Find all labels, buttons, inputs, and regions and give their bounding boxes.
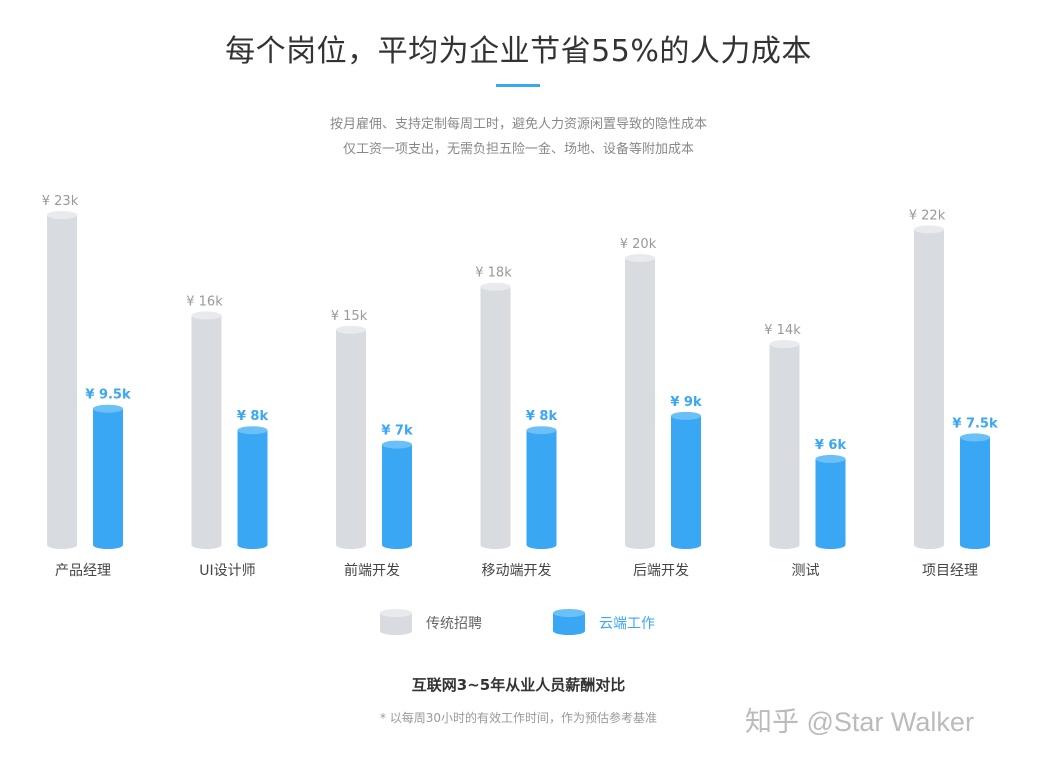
data-label-traditional-6: ¥ 22k bbox=[909, 208, 946, 223]
category-label-0: 产品经理 bbox=[55, 563, 111, 579]
bar-traditional-4 bbox=[625, 254, 655, 549]
legend-label-cloud: 云端工作 bbox=[599, 616, 655, 632]
bar-traditional-3 bbox=[480, 282, 511, 549]
chart-footnote: * 以每周30小时的有效工作时间，作为预估参考基准 bbox=[379, 711, 658, 725]
subtitle-line-1: 按月雇佣、支持定制每周工时，避免人力资源闲置导致的隐性成本 bbox=[329, 117, 707, 132]
category-label-6: 项目经理 bbox=[922, 563, 978, 579]
data-label-traditional-1: ¥ 16k bbox=[186, 294, 223, 309]
bar-cloud-3 bbox=[526, 426, 557, 549]
bar-cloud-0 bbox=[93, 404, 123, 549]
data-label-traditional-5: ¥ 14k bbox=[764, 323, 801, 338]
bar-traditional-0 bbox=[47, 211, 77, 549]
bar-cloud-5 bbox=[815, 454, 846, 549]
watermark: 知乎 @Star Walker bbox=[745, 707, 974, 737]
salary-bar-chart: ¥ 23k ¥ 9.5k 产品经理 ¥ 16k ¥ 8k UI设计师 ¥ 15k ¥ 7k 前端… bbox=[42, 194, 998, 579]
data-label-cloud-4: ¥ 9k bbox=[670, 395, 702, 410]
bar-traditional-5 bbox=[769, 340, 800, 549]
category-label-5: 测试 bbox=[792, 563, 820, 579]
data-label-cloud-1: ¥ 8k bbox=[237, 409, 269, 424]
bar-traditional-2 bbox=[336, 325, 366, 549]
data-label-traditional-0: ¥ 23k bbox=[42, 194, 79, 209]
bar-traditional-6 bbox=[914, 225, 944, 549]
page-title: 每个岗位，平均为企业节省55%的人力成本 bbox=[225, 34, 812, 69]
data-label-cloud-2: ¥ 7k bbox=[381, 424, 413, 439]
data-label-traditional-2: ¥ 15k bbox=[331, 309, 368, 324]
data-label-cloud-3: ¥ 8k bbox=[526, 409, 558, 424]
data-label-cloud-6: ¥ 7.5k bbox=[952, 416, 998, 431]
legend-swatch-cloud bbox=[553, 609, 585, 635]
category-label-4: 后端开发 bbox=[633, 563, 689, 579]
bar-cloud-1 bbox=[237, 426, 268, 549]
legend-label-traditional: 传统招聘 bbox=[426, 616, 482, 632]
data-label-traditional-3: ¥ 18k bbox=[475, 266, 512, 281]
data-label-traditional-4: ¥ 20k bbox=[620, 237, 657, 252]
legend-swatch-traditional bbox=[380, 609, 412, 635]
category-label-1: UI设计师 bbox=[199, 563, 255, 579]
chart-caption: 互联网3~5年从业人员薪酬对比 bbox=[411, 676, 626, 694]
category-label-2: 前端开发 bbox=[344, 562, 400, 579]
subtitle-line-2: 仅工资一项支出，无需负担五险一金、场地、设备等附加成本 bbox=[342, 142, 694, 157]
bar-traditional-1 bbox=[191, 311, 222, 549]
category-label-3: 移动端开发 bbox=[482, 563, 552, 579]
bar-cloud-4 bbox=[671, 411, 701, 549]
bar-cloud-2 bbox=[382, 440, 412, 549]
data-label-cloud-5: ¥ 6k bbox=[815, 438, 847, 453]
title-underline bbox=[496, 84, 540, 87]
bar-cloud-6 bbox=[960, 433, 990, 549]
data-label-cloud-0: ¥ 9.5k bbox=[85, 388, 131, 403]
